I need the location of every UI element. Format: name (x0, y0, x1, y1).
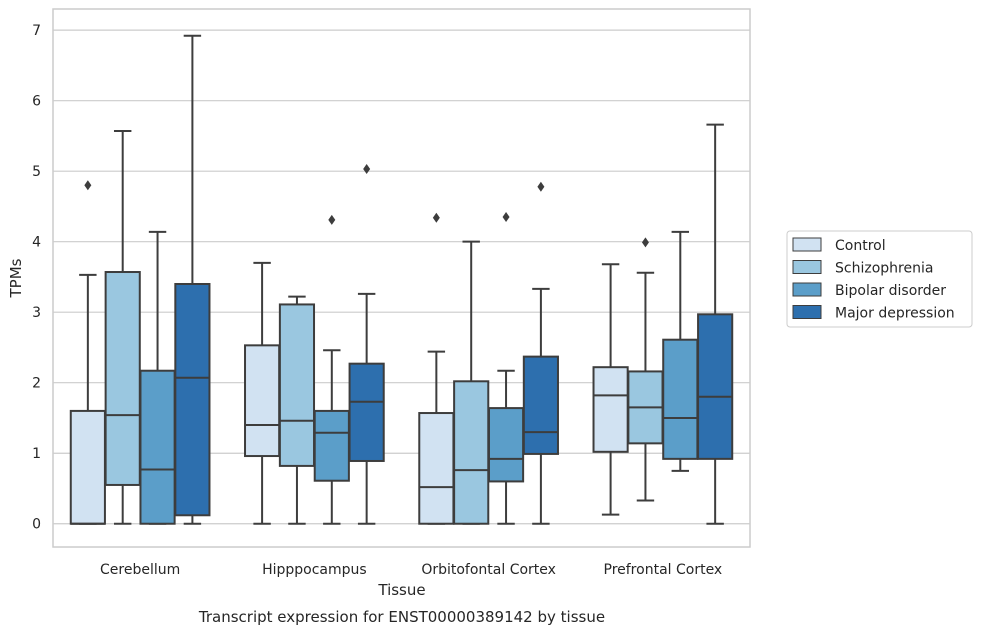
box-iqr (592, 366, 629, 453)
y-tick-label: 6 (32, 94, 41, 110)
legend-frame (786, 230, 973, 328)
box-major-depression (348, 164, 385, 525)
plot-frame (52, 8, 751, 548)
x-tick-label: Cerebellum (100, 562, 180, 578)
box-bipolar-disorder (662, 230, 699, 472)
box-bipolar-disorder (313, 214, 350, 525)
box-iqr (487, 407, 525, 483)
box-iqr (697, 313, 734, 460)
box-iqr (418, 412, 455, 525)
box-major-depression (697, 123, 734, 525)
y-tick-label: 4 (32, 235, 41, 251)
box-schizophrenia (278, 295, 316, 525)
x-tick-label: Orbitofontal Cortex (421, 562, 556, 578)
outlier-point (537, 181, 545, 192)
box-major-depression (522, 181, 559, 525)
y-tick-labels: 0 1 2 3 4 5 6 7 (32, 23, 41, 533)
y-tick-label: 3 (32, 305, 41, 321)
y-tick-label: 1 (32, 446, 41, 462)
box-major-depression (174, 34, 211, 525)
y-tick-label: 7 (32, 23, 41, 39)
legend-label: Control (835, 238, 886, 254)
x-tick-label: Prefrontal Cortex (604, 562, 723, 578)
legend-label: Major depression (835, 306, 955, 322)
outlier-point (84, 180, 92, 191)
box-bipolar-disorder (139, 230, 176, 525)
box-schizophrenia (104, 129, 141, 525)
y-tick-label: 5 (32, 164, 41, 180)
box-control (418, 212, 455, 525)
box-iqr (104, 271, 141, 486)
legend-label: Bipolar disorder (835, 283, 946, 299)
legend: Control Schizophrenia Bipolar disorder Majo… (786, 230, 973, 328)
box-groups (69, 34, 734, 525)
y-tick-label: 0 (32, 517, 41, 533)
x-tick-labels: Cerebellum Hipppocampus Orbitofontal Corte… (100, 562, 722, 578)
box-control (244, 261, 281, 525)
outlier-point (432, 212, 440, 223)
legend-swatch (792, 237, 822, 252)
box-iqr (522, 355, 559, 455)
box-iqr (662, 338, 699, 460)
box-iqr (348, 362, 385, 462)
legend-swatch (792, 282, 822, 297)
chart-caption: Transcript expression for ENST0000038914… (198, 608, 605, 626)
box-iqr (313, 409, 350, 482)
box-iqr (278, 303, 316, 467)
legend-swatch (792, 260, 822, 274)
box-iqr (244, 344, 281, 458)
x-axis-title: Tissue (377, 581, 425, 599)
outlier-point (363, 164, 371, 175)
outlier-point (502, 212, 510, 223)
outlier-point (328, 214, 336, 225)
box-iqr (139, 369, 176, 525)
legend-label: Schizophrenia (835, 261, 933, 277)
box-schizophrenia (627, 237, 664, 502)
legend-swatch (792, 305, 822, 319)
x-tick-label: Hipppocampus (262, 562, 367, 578)
box-schizophrenia (453, 240, 490, 525)
box-iqr (69, 409, 106, 525)
y-tick-label: 2 (32, 376, 41, 392)
y-axis-title: TPMs (7, 258, 25, 298)
box-control (592, 263, 629, 516)
outlier-point (641, 237, 649, 248)
box-iqr (453, 380, 490, 525)
box-bipolar-disorder (487, 212, 525, 525)
box-iqr (174, 282, 211, 517)
